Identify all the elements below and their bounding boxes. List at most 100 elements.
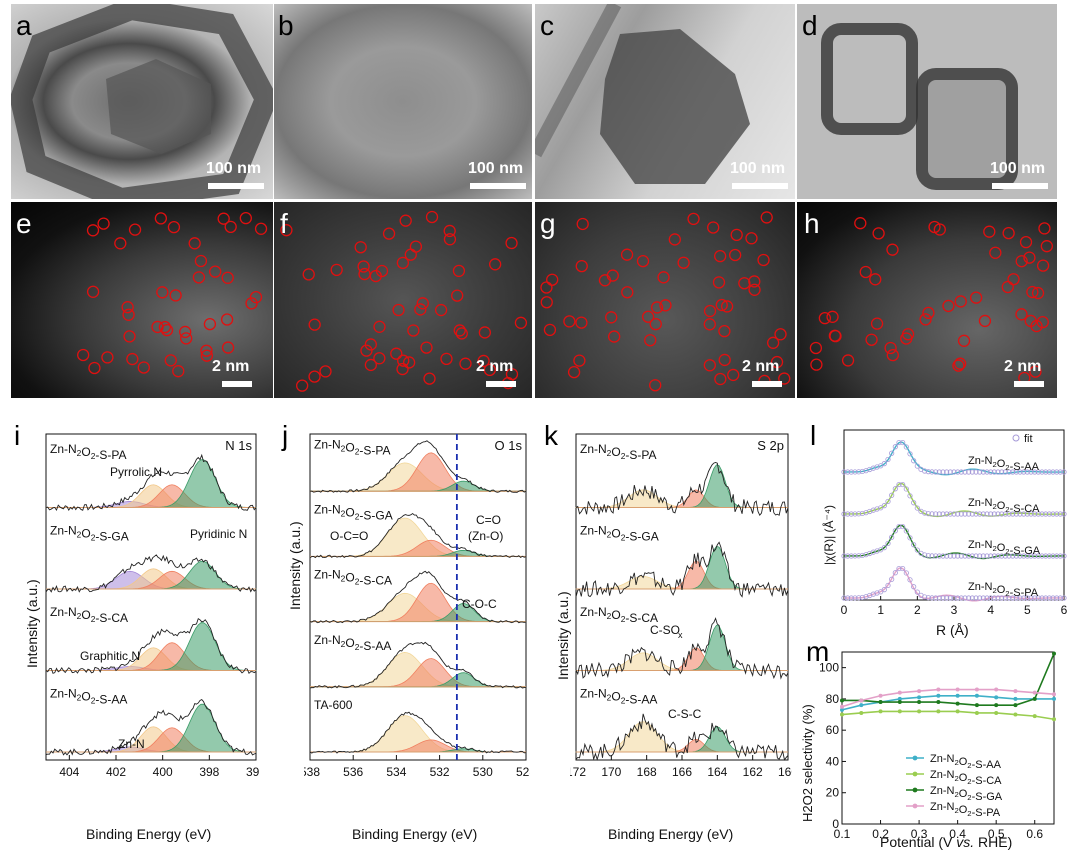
- atom-marker: [459, 357, 472, 370]
- label-part: O: [959, 756, 968, 768]
- fit-marker: [1054, 553, 1060, 559]
- ylabel-m: H2O2 selectivity (%): [800, 704, 815, 822]
- atom-marker: [872, 227, 885, 240]
- label-part: -S-AA: [625, 692, 657, 706]
- fit-marker: [870, 591, 876, 597]
- fit-marker: [1043, 553, 1049, 559]
- x-tick-label: 0.2: [872, 827, 889, 838]
- sample-label: Zn-N2O2-S-AA: [314, 633, 391, 653]
- fit-marker: [1013, 469, 1019, 475]
- atom-marker: [954, 295, 967, 308]
- label-part: Zn-N: [50, 686, 77, 700]
- fit-marker: [1024, 511, 1030, 517]
- fit-marker: [1006, 595, 1012, 601]
- fit-marker: [900, 439, 906, 446]
- atom-marker: [172, 365, 185, 378]
- fit-marker: [1010, 595, 1016, 601]
- scale-text-c: 100 nm: [730, 160, 786, 177]
- xlabel-m-prefix: Potential (V: [880, 834, 957, 850]
- series-point: [974, 687, 979, 692]
- atom-marker: [748, 275, 761, 288]
- label-part: 2: [621, 532, 626, 542]
- fit-marker: [859, 468, 865, 475]
- fit-marker: [1021, 595, 1027, 601]
- legend-marker: [912, 787, 918, 793]
- series-point: [994, 687, 999, 692]
- ylabel-m-text: H2O2 selectivity (%): [800, 704, 815, 822]
- atom-marker: [766, 336, 780, 349]
- x-tick-label: 160: [778, 765, 792, 779]
- atom-marker: [1015, 308, 1028, 321]
- fit-marker: [947, 595, 953, 601]
- atom-marker: [884, 341, 897, 355]
- label-part: 2: [1005, 505, 1009, 514]
- fit-marker: [1002, 469, 1008, 475]
- fit-marker: [1006, 469, 1012, 475]
- label-part: Zn-N: [50, 523, 77, 537]
- atom-marker: [919, 313, 932, 326]
- fit-marker: [980, 511, 986, 517]
- atom-marker: [440, 352, 453, 365]
- label-part: Zn-N: [930, 753, 955, 765]
- atom-marker: [540, 296, 553, 309]
- atom-marker: [156, 286, 169, 299]
- fit-marker: [955, 469, 961, 475]
- raw-spectrum: [45, 554, 257, 593]
- label-part: 2: [992, 586, 996, 595]
- label-part: O: [611, 689, 620, 703]
- fit-marker: [977, 511, 983, 517]
- atom-marker: [649, 379, 662, 392]
- atom-marker: [728, 248, 742, 262]
- fit-marker: [1006, 511, 1012, 517]
- label-part: O: [997, 542, 1006, 554]
- label-part: 2: [607, 448, 612, 458]
- series-point: [1013, 703, 1018, 708]
- sample-label: Zn-N2O2-S-CA: [314, 568, 392, 588]
- label-part: 2: [77, 448, 82, 458]
- fit-marker: [944, 511, 950, 517]
- atom-marker: [220, 313, 234, 326]
- atom-marker: [407, 324, 420, 337]
- atom-marker: [1015, 255, 1028, 268]
- atom-marker: [164, 354, 177, 367]
- x-tick-label: 0.5: [988, 827, 1005, 838]
- label-part: Zn-N: [314, 633, 341, 647]
- sample-label: Zn-N2O2-S-CA: [50, 605, 128, 625]
- fit-marker: [1002, 553, 1008, 559]
- scale-text-b: 100 nm: [468, 160, 524, 177]
- xlabel-m: Potential (V vs. RHE): [880, 834, 1012, 850]
- raw-spectrum: [45, 698, 257, 756]
- fit-marker: [969, 511, 975, 517]
- fit-marker: [922, 594, 928, 600]
- atom-marker: [575, 316, 588, 329]
- fit-marker: [848, 469, 854, 475]
- atom-marker: [778, 372, 791, 385]
- label-part: 2: [967, 777, 971, 786]
- atom-marker: [573, 354, 586, 367]
- atom-marker: [505, 236, 518, 250]
- fit-marker: [859, 510, 865, 517]
- atom-marker: [443, 233, 457, 246]
- atom-marker: [308, 370, 321, 383]
- fit-marker: [929, 553, 935, 559]
- fit-marker: [1002, 595, 1008, 601]
- panel-label-l: l: [810, 420, 817, 451]
- atom-marker: [1002, 226, 1015, 240]
- series-point: [974, 703, 979, 708]
- atom-marker: [245, 297, 258, 310]
- fit-marker: [980, 469, 986, 475]
- scale-bar-d: [992, 183, 1048, 189]
- atom-marker: [200, 349, 214, 362]
- atom-marker: [302, 268, 315, 281]
- ylabel-j: Intensity (a.u.): [287, 521, 303, 610]
- fit-marker: [1046, 511, 1052, 517]
- x-tick-label: 0: [841, 603, 848, 617]
- legend-marker: [912, 755, 918, 761]
- atom-marker: [114, 237, 127, 250]
- x-tick-label: 0.3: [911, 827, 928, 838]
- fit-marker: [1017, 511, 1023, 517]
- atom-marker: [828, 329, 842, 342]
- atom-marker: [123, 330, 136, 343]
- series-point: [840, 712, 844, 717]
- x-tick-label: 164: [707, 765, 727, 779]
